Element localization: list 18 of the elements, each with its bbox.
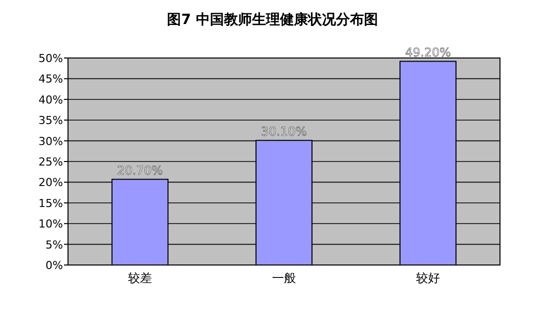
y-tick-label: 35% (38, 114, 63, 128)
x-tick-label: 较好 (416, 271, 440, 285)
y-tick-label: 45% (38, 72, 63, 86)
y-tick-label: 30% (38, 134, 63, 148)
y-tick-label: 25% (38, 156, 63, 168)
y-tick-label: 10% (38, 218, 63, 231)
data-label: 20.70% (117, 163, 163, 178)
y-tick-label: 40% (38, 93, 63, 106)
chart-title: 图7 中国教师生理健康状况分布图 (167, 11, 378, 28)
data-label: 30.10% (261, 124, 307, 138)
x-tick-label: 一般 (272, 271, 296, 285)
y-tick-label: 20% (38, 176, 63, 190)
y-tick-label: 15% (38, 196, 63, 210)
x-tick-label: 较差 (128, 271, 152, 285)
y-tick-label: 50% (38, 52, 63, 65)
y-tick-label: 0% (46, 259, 63, 272)
y-tick-label: 5% (46, 238, 63, 252)
data-label: 49.20% (405, 45, 451, 60)
